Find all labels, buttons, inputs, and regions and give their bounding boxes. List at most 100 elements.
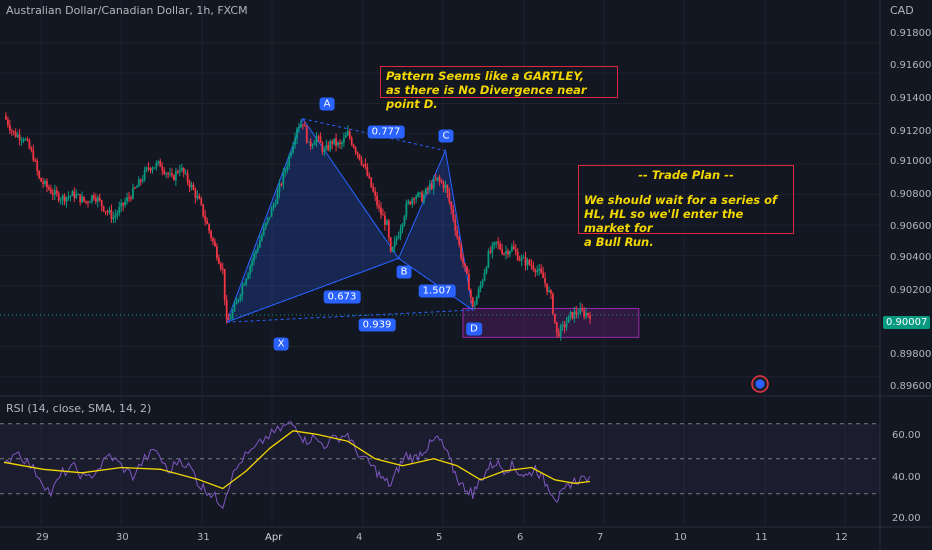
candle-body xyxy=(26,139,29,141)
point-c-label[interactable]: C xyxy=(438,129,454,143)
candle-body xyxy=(577,313,580,315)
candle-body xyxy=(538,268,541,271)
candle-body xyxy=(368,175,371,178)
bcd-triangle xyxy=(397,148,474,312)
candle-body xyxy=(255,250,257,254)
candle-body xyxy=(180,167,183,171)
candle-body xyxy=(294,138,296,146)
candle-body xyxy=(63,195,66,202)
candle-body xyxy=(374,191,377,196)
symbol-title[interactable]: Australian Dollar/Canadian Dollar, 1h, F… xyxy=(6,4,248,17)
point-x-label[interactable]: X xyxy=(273,337,289,351)
candle-body xyxy=(495,241,498,243)
candle-body xyxy=(462,258,464,264)
rsi-ma-line xyxy=(3,430,591,490)
candle-body xyxy=(430,184,433,189)
candle-body xyxy=(569,312,572,316)
candle-body xyxy=(581,308,584,311)
candle-body xyxy=(260,235,263,241)
candle-body xyxy=(411,198,414,205)
xab-triangle xyxy=(225,117,400,324)
candle-body xyxy=(212,238,214,242)
candle-body xyxy=(249,266,252,275)
candle-body xyxy=(567,315,570,323)
ratio-label: 0.673 xyxy=(323,290,361,304)
candle-body xyxy=(573,311,576,319)
candle-body xyxy=(315,136,318,143)
candle-body xyxy=(325,145,328,150)
candle-body xyxy=(300,124,302,128)
xd-ratio-line xyxy=(226,309,473,323)
candle-body xyxy=(319,136,322,143)
candle-body xyxy=(163,170,166,174)
trade-plan-note[interactable]: -- Trade Plan -- We should wait for a se… xyxy=(578,165,794,249)
point-d-label[interactable]: D xyxy=(466,322,482,336)
candle-body xyxy=(415,196,418,200)
candle-body xyxy=(258,240,261,248)
candle-body xyxy=(151,168,154,171)
candle-body xyxy=(16,134,19,137)
candle-body xyxy=(503,253,505,255)
time-tick: 11 xyxy=(755,532,768,543)
gartley-note[interactable]: Pattern Seems like a GARTLEY, as there i… xyxy=(380,66,618,111)
candle-body xyxy=(380,207,382,215)
candle-body xyxy=(403,216,406,225)
candle-body xyxy=(186,172,189,182)
candle-body xyxy=(550,290,552,294)
price-tick: 0.90600 xyxy=(890,221,932,232)
candle-body xyxy=(120,202,123,208)
candle-body xyxy=(348,131,351,138)
candle-body xyxy=(36,160,39,171)
candle-body xyxy=(161,166,164,171)
candle-body xyxy=(139,179,142,182)
candle-body xyxy=(401,224,404,230)
candle-body xyxy=(40,178,43,182)
candle-body xyxy=(147,167,150,169)
candle-body xyxy=(399,229,402,237)
candle-body xyxy=(34,160,37,162)
point-a-label[interactable]: A xyxy=(319,97,335,111)
candle-body xyxy=(458,237,461,245)
candle-body xyxy=(450,202,453,210)
current-price-tag: 0.90007 xyxy=(883,316,931,329)
candle-body xyxy=(440,180,443,183)
candle-body xyxy=(426,188,429,190)
time-tick: Apr xyxy=(265,532,283,543)
candle-body xyxy=(77,194,80,196)
candle-body xyxy=(444,185,447,189)
candle-body xyxy=(276,192,279,205)
time-tick: 5 xyxy=(436,532,443,543)
candle-body xyxy=(425,188,427,195)
candle-body xyxy=(327,145,330,150)
candle-body xyxy=(350,137,353,145)
candle-body xyxy=(194,189,197,198)
candle-body xyxy=(339,142,341,145)
time-tick: 31 xyxy=(197,532,210,543)
candle-body xyxy=(442,182,445,189)
candle-body xyxy=(75,194,78,198)
candle-body xyxy=(169,173,171,175)
candle-body xyxy=(133,187,136,189)
price-tick: 0.91400 xyxy=(890,93,932,104)
candle-body xyxy=(563,324,566,328)
candle-body xyxy=(385,220,388,225)
price-tick: 0.91600 xyxy=(890,60,932,71)
rsi-indicator-label[interactable]: RSI (14, close, SMA, 14, 2) xyxy=(6,402,152,415)
point-b-label[interactable]: B xyxy=(396,265,412,279)
candle-body xyxy=(583,310,586,317)
rsi-tick: 60.00 xyxy=(892,430,921,441)
candle-body xyxy=(454,219,457,231)
price-tick: 0.90200 xyxy=(890,285,932,296)
candle-body xyxy=(337,142,339,146)
candle-body xyxy=(46,180,48,188)
candle-body xyxy=(251,260,253,267)
candle-body xyxy=(280,184,283,186)
candle-body xyxy=(544,278,546,284)
candle-body xyxy=(469,290,472,298)
candle-body xyxy=(491,244,494,253)
candle-body xyxy=(12,131,15,133)
candle-body xyxy=(243,284,246,286)
candle-body xyxy=(137,179,140,187)
candle-body xyxy=(282,171,285,185)
